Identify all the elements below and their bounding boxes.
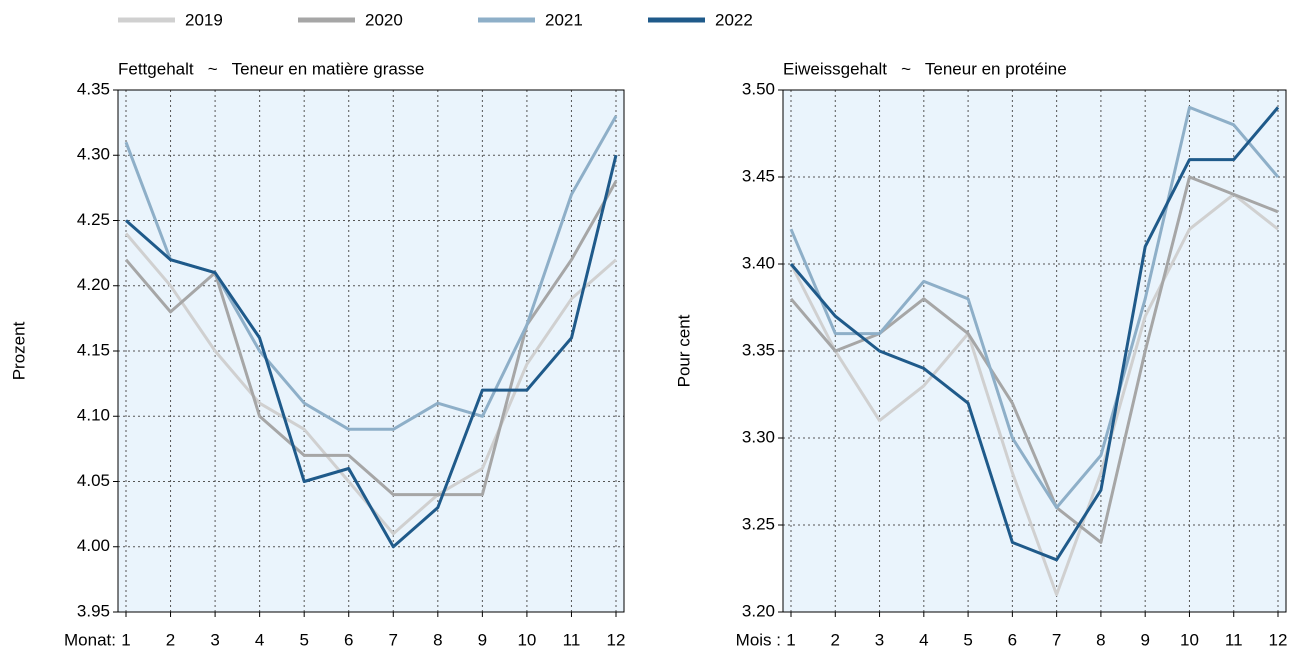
x-tick-label: 10 [1180,630,1199,649]
x-tick-label: 7 [1052,630,1061,649]
x-tick-label: 9 [478,630,487,649]
legend-label: 2019 [185,10,223,29]
x-axis-label: Monat: [64,630,116,649]
legend-label: 2020 [365,10,403,29]
x-tick-label: 6 [344,630,353,649]
legend-label: 2021 [545,10,583,29]
y-tick-label: 4.05 [77,471,110,490]
legend-label: 2022 [715,10,753,29]
x-tick-label: 1 [121,630,130,649]
x-tick-label: 1 [786,630,795,649]
plot-border [117,89,625,613]
y-tick-label: 3.50 [742,79,775,98]
x-tick-label: 3 [875,630,884,649]
y-tick-label: 4.25 [77,210,110,229]
chart-title: Eiweissgehalt ~ Teneur en protéine [783,59,1067,78]
x-tick-label: 8 [1096,630,1105,649]
plot-border [782,89,1287,613]
x-tick-label: 12 [1269,630,1288,649]
x-axis-label: Mois : [736,630,781,649]
series-line [789,175,1279,544]
x-tick-label: 6 [1008,630,1017,649]
series-line [789,106,1280,562]
y-tick-label: 4.00 [77,536,110,555]
x-tick-label: 3 [210,630,219,649]
y-axis-label: Pour cent [674,314,693,387]
series-line [789,192,1279,597]
y-tick-label: 3.45 [742,166,775,185]
y-axis-label: Prozent [9,321,28,380]
series-line [789,105,1280,510]
x-tick-label: 10 [517,630,536,649]
y-tick-label: 3.20 [742,601,775,620]
x-tick-label: 2 [831,630,840,649]
y-tick-label: 3.35 [742,340,775,359]
x-tick-label: 4 [255,630,264,649]
x-tick-label: 7 [389,630,398,649]
x-tick-label: 11 [1225,630,1243,649]
y-tick-label: 3.95 [77,601,110,620]
x-tick-label: 12 [607,630,626,649]
x-tick-label: 2 [166,630,175,649]
series-line [124,180,618,497]
x-tick-label: 5 [299,630,308,649]
y-tick-label: 4.10 [77,406,110,425]
x-tick-label: 9 [1140,630,1149,649]
series-line [125,154,618,549]
x-tick-label: 5 [963,630,972,649]
x-tick-label: 8 [433,630,442,649]
y-tick-label: 3.30 [742,427,775,446]
y-tick-label: 4.20 [77,275,110,294]
y-tick-label: 4.30 [77,145,110,164]
y-tick-label: 3.25 [742,514,775,533]
chart-title: Fettgehalt ~ Teneur en matière grasse [118,59,424,78]
x-tick-label: 11 [563,630,581,649]
x-tick-label: 4 [919,630,928,649]
y-tick-label: 4.35 [77,79,110,98]
y-tick-label: 3.40 [742,253,775,272]
y-tick-label: 4.15 [77,340,110,359]
